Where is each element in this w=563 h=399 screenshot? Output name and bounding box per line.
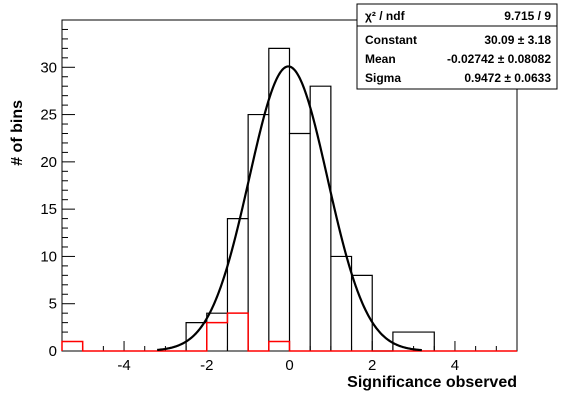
y-tick-label: 0 bbox=[49, 343, 57, 360]
x-axis-title: Significance observed bbox=[347, 374, 517, 391]
stats-value: 9.715 / 9 bbox=[504, 9, 551, 23]
x-tick-label: 0 bbox=[285, 357, 293, 374]
x-tick-label: -2 bbox=[200, 357, 213, 374]
series-group bbox=[61, 47, 517, 352]
stats-label: Mean bbox=[365, 52, 396, 66]
histogram-bin bbox=[227, 313, 248, 351]
stats-value: -0.02742 ± 0.08082 bbox=[447, 52, 551, 66]
stats-label: Sigma bbox=[365, 71, 401, 85]
histogram-series bbox=[185, 47, 435, 352]
y-axis: 0 5 10 15 20 25 30 bbox=[40, 28, 75, 360]
stats-label: χ² / ndf bbox=[365, 9, 406, 23]
stats-row: Sigma 0.9472 ± 0.0633 bbox=[365, 71, 551, 85]
histogram-bin bbox=[186, 323, 207, 351]
y-tick-label: 25 bbox=[40, 107, 57, 124]
stats-row: χ² / ndf 9.715 / 9 bbox=[365, 9, 551, 23]
x-tick-label: 4 bbox=[451, 357, 459, 374]
gaussian-fit-curve bbox=[157, 65, 422, 352]
y-tick-label: 10 bbox=[40, 248, 57, 265]
stats-value: 0.9472 ± 0.0633 bbox=[464, 71, 551, 85]
histogram-bin bbox=[331, 256, 352, 351]
histogram-bin bbox=[62, 342, 83, 351]
fit-group bbox=[157, 65, 422, 352]
histogram-bin bbox=[310, 86, 331, 351]
stats-box: χ² / ndf 9.715 / 9 Constant 30.09 ± 3.18 Mea… bbox=[356, 3, 558, 90]
y-tick-label: 15 bbox=[40, 201, 57, 218]
y-tick-label: 20 bbox=[40, 154, 57, 171]
histogram-outline bbox=[61, 312, 517, 352]
x-tick-label: 2 bbox=[368, 357, 376, 374]
histogram-bin bbox=[248, 115, 269, 351]
histogram-bin bbox=[269, 342, 290, 351]
histogram-bin bbox=[393, 332, 434, 351]
y-tick-label: 30 bbox=[40, 59, 57, 76]
histogram-bin bbox=[207, 323, 228, 351]
stats-value: 30.09 ± 3.18 bbox=[484, 33, 551, 47]
histogram-bin bbox=[290, 133, 311, 351]
histogram-bin bbox=[352, 275, 373, 351]
x-tick-label: -4 bbox=[117, 357, 130, 374]
stats-rows: χ² / ndf 9.715 / 9 Constant 30.09 ± 3.18 Mea… bbox=[365, 9, 551, 85]
y-tick-label: 5 bbox=[49, 296, 57, 313]
stats-row: Constant 30.09 ± 3.18 bbox=[365, 33, 551, 47]
histogram-series bbox=[61, 312, 517, 352]
stats-label: Constant bbox=[365, 33, 417, 47]
stats-box-frame bbox=[356, 3, 558, 90]
y-axis-title: # of bins bbox=[9, 100, 26, 166]
stats-row: Mean -0.02742 ± 0.08082 bbox=[365, 52, 551, 66]
